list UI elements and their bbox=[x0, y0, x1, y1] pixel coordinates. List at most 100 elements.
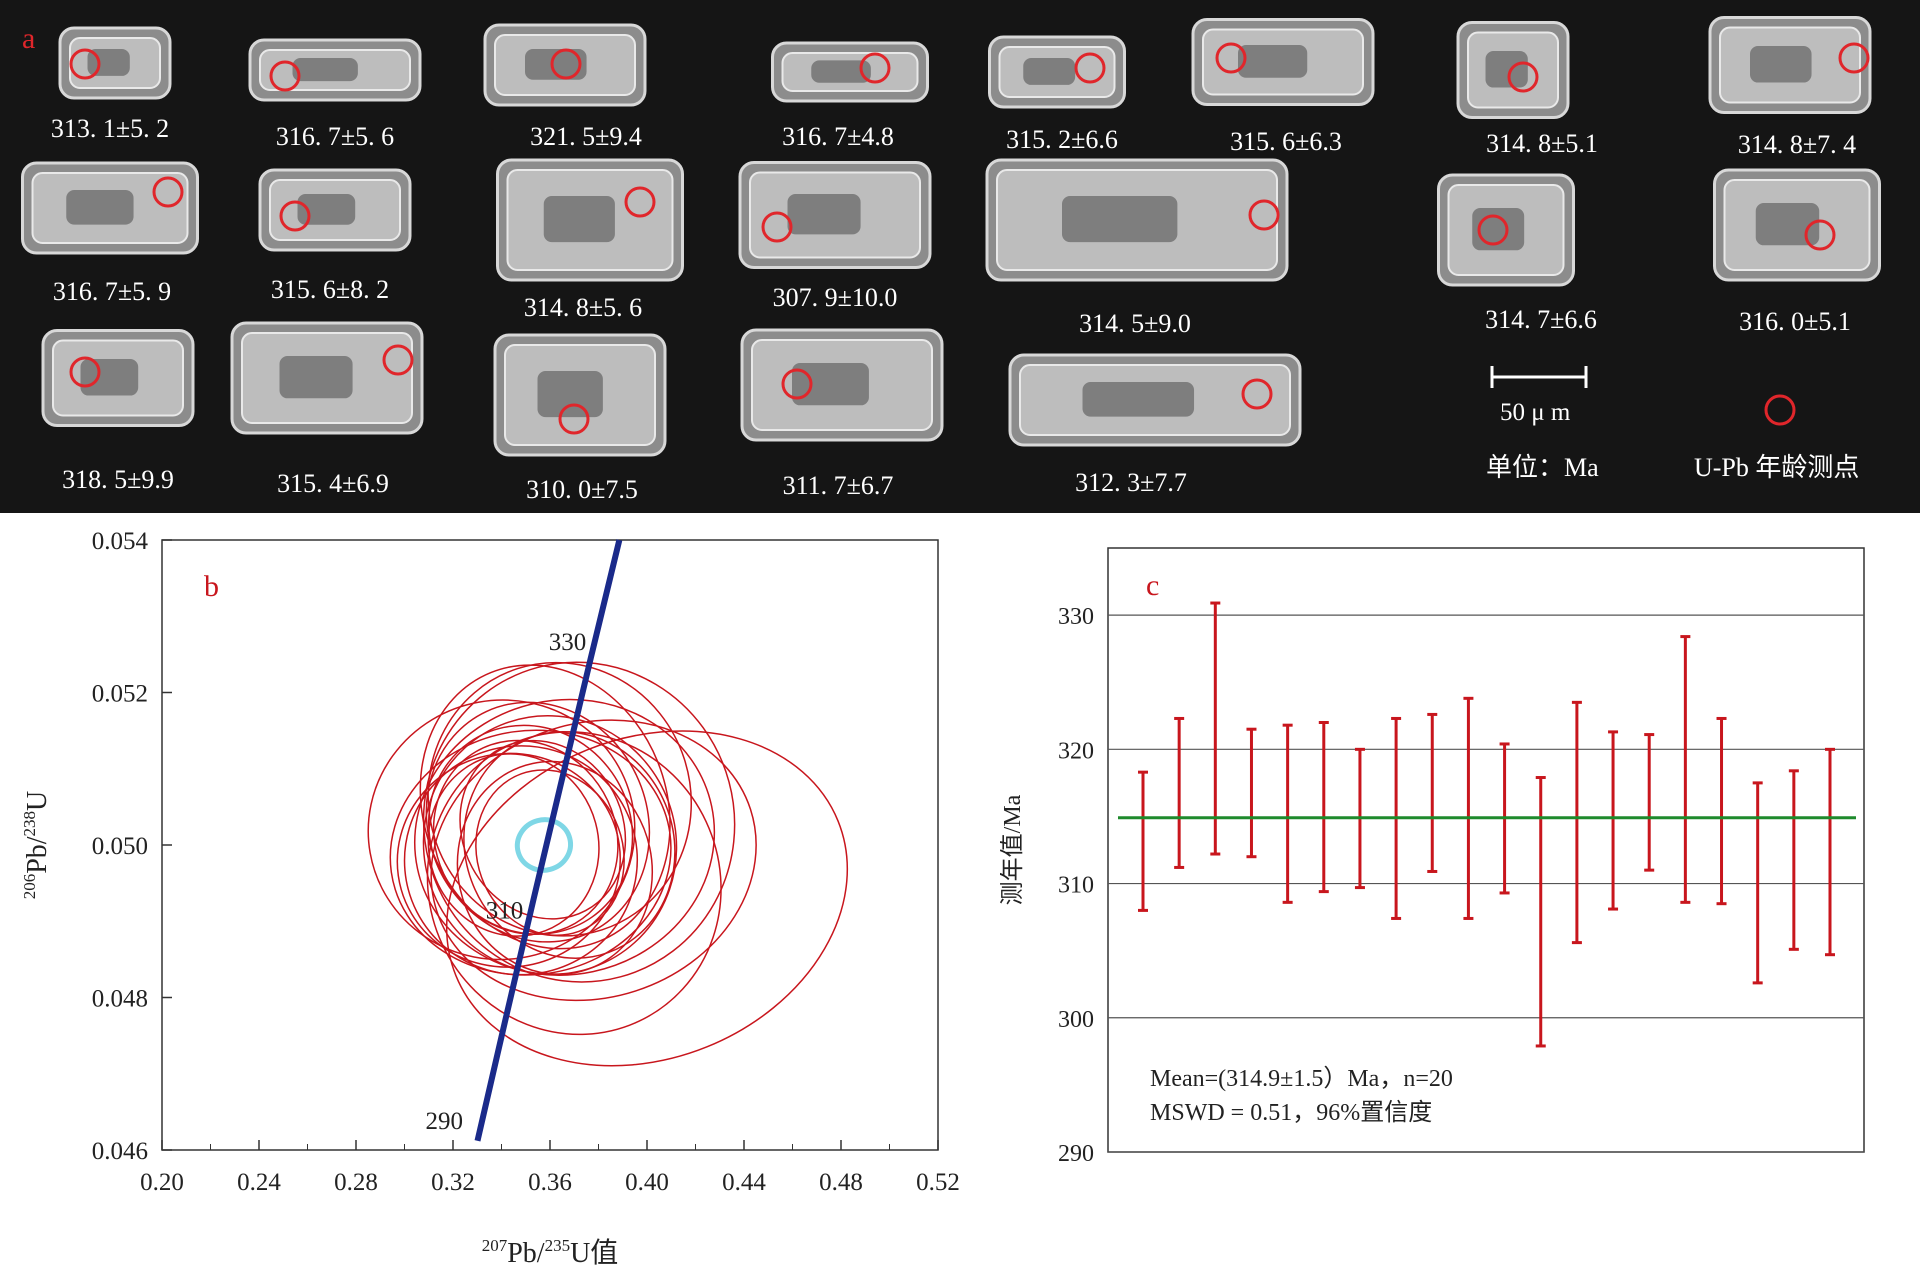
grain-core bbox=[1755, 203, 1820, 246]
error-ellipse bbox=[432, 739, 619, 935]
zircon-grain: 316. 7±5. 9 bbox=[21, 161, 199, 306]
y-tick-label: 0.046 bbox=[92, 1138, 148, 1165]
y-tick-label: 310 bbox=[1058, 873, 1094, 899]
grain-core bbox=[1023, 58, 1076, 85]
error-ellipse bbox=[459, 739, 627, 920]
age-error-bar bbox=[1174, 716, 1185, 869]
age-error-bar bbox=[1138, 770, 1148, 912]
zircon-grain: 316. 7±4.8 bbox=[771, 41, 929, 151]
zircon-grain: 310. 0±7.5 bbox=[493, 333, 667, 504]
error-ellipse bbox=[445, 730, 849, 1067]
grain-core bbox=[66, 190, 134, 225]
x-tick-label: 0.20 bbox=[140, 1169, 184, 1196]
y-tick-label: 290 bbox=[1058, 1141, 1094, 1167]
grain-age-label: 318. 5±9.9 bbox=[62, 465, 174, 494]
x-tick-label: 0.40 bbox=[625, 1169, 669, 1196]
zircon-grain: 315. 6±8. 2 bbox=[258, 168, 412, 304]
zircon-grain-group: 313. 1±5. 2 316. 7±5. 6 321. 5±9.4 316. 7±4… bbox=[21, 16, 1881, 504]
error-ellipse bbox=[427, 724, 634, 935]
grain-age-label: 311. 7±6.7 bbox=[783, 471, 894, 500]
age-error-bar bbox=[1716, 716, 1727, 906]
grain-core bbox=[1082, 382, 1195, 417]
grain-core bbox=[1238, 45, 1308, 78]
grain-age-label: 314. 8±5. 6 bbox=[524, 293, 642, 322]
ublb-spot-marker bbox=[382, 344, 414, 376]
age-error-bar bbox=[1644, 733, 1655, 872]
zircon-grain: 315. 6±6.3 bbox=[1191, 18, 1375, 156]
ublb-spot-marker bbox=[1804, 219, 1836, 251]
zircon-grain: 314. 8±5.1 bbox=[1456, 21, 1598, 158]
x-label-sup1: 207 bbox=[482, 1236, 508, 1255]
grain-core bbox=[279, 356, 353, 399]
grain-age-label: 314. 5±9.0 bbox=[1079, 309, 1191, 338]
plot-frame bbox=[161, 539, 939, 1151]
y-label-pb: Pb/ bbox=[22, 836, 53, 874]
grain-age-label: 315. 2±6.6 bbox=[1006, 125, 1118, 154]
age-error-bar bbox=[1752, 781, 1763, 985]
ublb-spot-marker bbox=[279, 200, 311, 232]
zircon-grain: 314. 8±7. 4 bbox=[1708, 16, 1872, 159]
grain-age-label: 316. 7±4.8 bbox=[782, 122, 894, 151]
plot-frame-c bbox=[1107, 547, 1865, 1153]
age-error-bar bbox=[1427, 712, 1438, 873]
grain-core bbox=[525, 49, 587, 80]
panel-c-letter: c bbox=[1146, 569, 1159, 602]
y-label-u: U bbox=[22, 791, 53, 811]
ublb-spot-marker bbox=[1241, 378, 1273, 410]
grain-core bbox=[1485, 51, 1528, 88]
ublb-spot-marker bbox=[558, 403, 590, 435]
age-error-bar bbox=[1680, 635, 1691, 904]
svg-text:206Pb/238U: 206Pb/238U bbox=[20, 791, 53, 900]
ublb-spot-marker bbox=[859, 52, 891, 84]
error-ellipse bbox=[396, 752, 621, 968]
mswd-annotation: MSWD = 0.51，96%置信度 bbox=[1150, 1099, 1432, 1126]
ublb-spot-marker bbox=[1507, 61, 1539, 93]
grain-age-label: 321. 5±9.4 bbox=[530, 122, 642, 151]
unit-label: 单位：Ma bbox=[1486, 453, 1599, 482]
zircon-grain: 314. 7±6.6 bbox=[1437, 173, 1597, 334]
zircon-grain: 314. 5±9.0 bbox=[985, 158, 1289, 338]
grain-core bbox=[1750, 46, 1812, 83]
x-tick-label: 0.24 bbox=[237, 1169, 281, 1196]
concordia-chart: b 0.20 0.24 0.28 0.32 0.36 0.40 0.44 0.48 0.520.… bbox=[20, 528, 960, 1269]
y-tick-label: 300 bbox=[1058, 1007, 1094, 1033]
ublb-spot-marker bbox=[550, 48, 582, 80]
x-tick-label: 0.28 bbox=[334, 1169, 378, 1196]
age-errorbar-chart: c 290 300 310 320 330 测年值/Ma Mean=(314.9±1.5… bbox=[1000, 547, 1865, 1167]
grain-core bbox=[537, 371, 603, 418]
spot-legend-label: U-Pb 年龄测点 bbox=[1694, 453, 1859, 482]
grain-age-label: 314. 7±6.6 bbox=[1485, 305, 1597, 334]
zircon-grain: 311. 7±6.7 bbox=[740, 328, 944, 500]
mean-age-ellipse bbox=[514, 817, 574, 873]
y-label-sup1: 206 bbox=[20, 874, 39, 900]
zircon-grain: 307. 9±10.0 bbox=[738, 161, 932, 312]
y-tick-label: 0.048 bbox=[92, 986, 148, 1013]
grain-age-label: 310. 0±7.5 bbox=[526, 475, 638, 504]
age-error-bar bbox=[1788, 769, 1799, 951]
age-error-bar bbox=[1463, 696, 1474, 920]
zircon-grain: 313. 1±5. 2 bbox=[51, 26, 172, 143]
error-ellipse bbox=[427, 661, 693, 937]
ublb-spot-marker bbox=[1477, 214, 1509, 246]
concordia-age-label: 290 bbox=[425, 1108, 463, 1135]
y-tick-label: 330 bbox=[1058, 604, 1094, 630]
error-ellipse bbox=[422, 661, 736, 983]
age-error-bar bbox=[1825, 747, 1835, 957]
x-label-u: U值 bbox=[570, 1237, 618, 1269]
spot-legend-icon bbox=[1764, 394, 1796, 426]
age-error-bar bbox=[1318, 720, 1329, 894]
ublb-spot-marker bbox=[1215, 42, 1247, 74]
age-error-bar bbox=[1210, 601, 1221, 856]
y-tick-label: 0.054 bbox=[92, 528, 149, 555]
ublb-spot-marker bbox=[69, 48, 101, 80]
y-tick-label: 0.052 bbox=[92, 681, 148, 708]
grain-core bbox=[297, 194, 356, 225]
grain-core bbox=[292, 58, 358, 82]
y-tick-label: 0.050 bbox=[92, 833, 148, 860]
grain-age-label: 315. 6±6.3 bbox=[1230, 127, 1342, 156]
grain-age-label: 315. 6±8. 2 bbox=[271, 275, 389, 304]
grain-age-label: 315. 4±6.9 bbox=[277, 469, 389, 498]
zircon-grain: 315. 2±6.6 bbox=[988, 35, 1126, 154]
grain-age-label: 314. 8±7. 4 bbox=[1738, 130, 1856, 159]
zircon-grain: 318. 5±9.9 bbox=[41, 329, 195, 494]
